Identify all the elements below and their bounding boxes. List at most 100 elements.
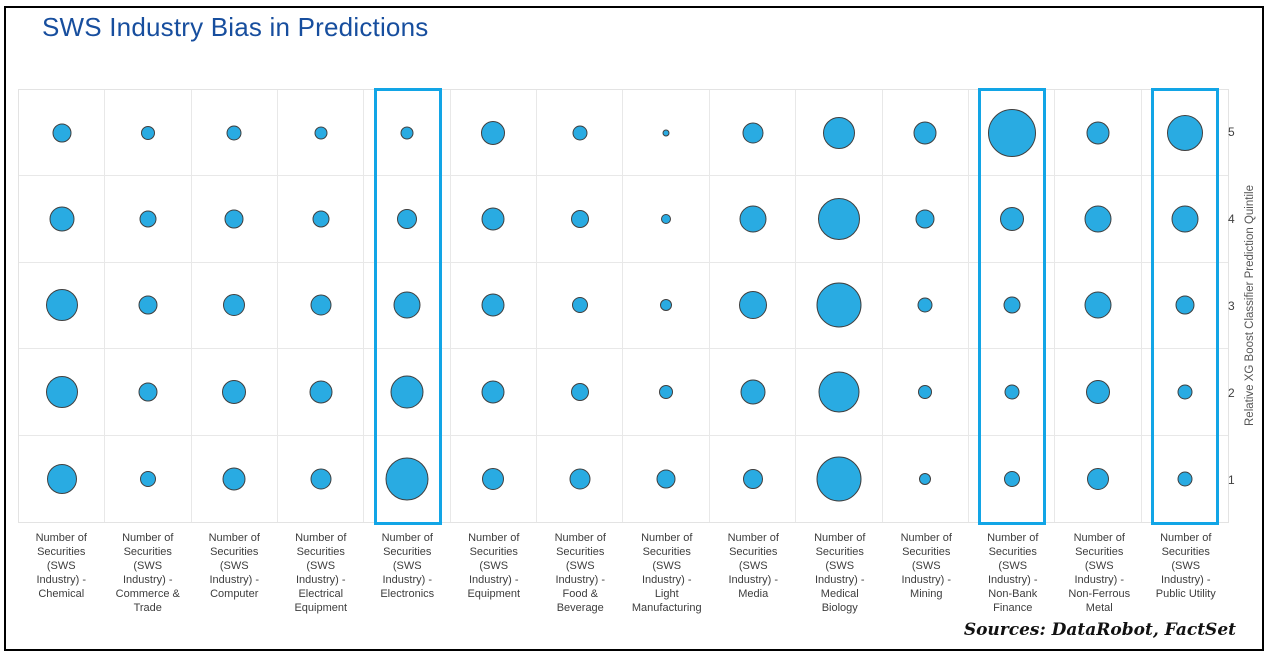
bubble (656, 469, 676, 489)
bubble-cell (796, 90, 883, 177)
bubble-cell (882, 349, 969, 436)
bubble (314, 126, 328, 140)
bubble (45, 375, 78, 408)
bubble-cell (623, 90, 710, 177)
bubble (917, 297, 933, 313)
bubble (385, 457, 429, 501)
y-tick-label: 5 (1228, 125, 1235, 140)
bubble (919, 472, 932, 485)
bubble (397, 209, 418, 230)
bubble-cell (709, 262, 797, 350)
sources-note: Sources: DataRobot, FactSet (963, 620, 1236, 640)
bubble (738, 291, 767, 320)
bubble-cell (537, 90, 624, 177)
bubble (822, 116, 855, 149)
bubble (1177, 384, 1193, 400)
x-axis-label: Number of Securities (SWS Industry) - No… (1068, 532, 1131, 614)
bubble-cell (105, 262, 192, 350)
x-axis-labels: Number of Securities (SWS Industry) - Ch… (18, 531, 1229, 615)
bubble (987, 108, 1036, 157)
bubble (918, 384, 933, 399)
bubble (224, 209, 244, 229)
bubble-cell (969, 435, 1056, 522)
bubble-cell (968, 349, 1056, 436)
bubble-cell (537, 349, 624, 436)
bubble (915, 209, 935, 229)
bubble (571, 297, 588, 314)
bubble-cell (450, 176, 538, 263)
bubble-cell (278, 176, 365, 263)
bubble-cell (364, 349, 451, 436)
bubble (138, 295, 158, 315)
bubble-cell (1055, 90, 1142, 177)
bubble-cell (191, 176, 279, 263)
bubble (309, 380, 333, 404)
bubble (481, 293, 505, 317)
bubble (1084, 291, 1112, 319)
bubble (226, 125, 242, 141)
bubble (1004, 384, 1020, 400)
bubble (1084, 205, 1112, 233)
bubble-cell (450, 262, 538, 350)
bubble (1085, 379, 1110, 404)
x-axis-label: Number of Securities (SWS Industry) - No… (987, 532, 1039, 614)
bubble-cell (105, 349, 192, 436)
bubble (310, 468, 332, 490)
bubble-cell (451, 435, 538, 522)
bubble-cell (1055, 435, 1142, 522)
bubble (140, 470, 157, 487)
bubble-cell (882, 90, 969, 177)
bubble (222, 467, 246, 491)
bubble-cell (105, 176, 192, 263)
bubble-cell (709, 349, 797, 436)
bubble (138, 382, 158, 402)
bubble (1003, 470, 1020, 487)
bubble (390, 375, 424, 409)
bubble (222, 379, 247, 404)
bubble (816, 456, 862, 502)
bubble-cell (278, 90, 365, 177)
bubble (818, 371, 860, 413)
x-axis-label: Number of Securities (SWS Industry) - Eq… (467, 532, 521, 600)
bubble (740, 379, 766, 405)
bubble (223, 294, 246, 317)
bubble (661, 214, 672, 225)
bubble-cell (19, 435, 106, 522)
bubble (742, 468, 763, 489)
x-axis-label: Number of Securities (SWS Industry) - El… (294, 532, 348, 614)
bubble-cell (105, 90, 192, 177)
bubble-cell (1055, 176, 1142, 263)
bubble-cell (19, 176, 106, 263)
plot-area (18, 88, 1229, 525)
bubble (569, 468, 591, 490)
bubble (662, 129, 670, 137)
bubble (570, 210, 589, 229)
x-axis-label: Number of Securities (SWS Industry) - Mi… (900, 532, 952, 600)
bubble-cell (796, 262, 883, 350)
x-axis-label: Number of Securities (SWS Industry) - Li… (631, 532, 702, 614)
bubble (1003, 296, 1021, 314)
bubble-cell (710, 435, 797, 522)
bubble (1166, 114, 1203, 151)
bubble-cell (968, 262, 1056, 350)
bubble-cell (796, 435, 883, 522)
bubble (52, 123, 72, 143)
bubble-cell (278, 435, 365, 522)
bubble (46, 463, 77, 494)
bubble (999, 207, 1024, 232)
bubble (393, 291, 421, 319)
y-tick-label: 3 (1228, 298, 1235, 313)
bubble-cell (364, 176, 451, 263)
bubble-cell (191, 262, 279, 350)
bubble-cell (709, 90, 797, 177)
bubble-cell (1055, 262, 1142, 350)
bubble (482, 467, 505, 490)
bubble (400, 126, 414, 140)
x-axis-label: Number of Securities (SWS Industry) - Me… (727, 532, 779, 600)
bubble (139, 210, 157, 228)
y-tick-label: 2 (1228, 385, 1235, 400)
bubble-cell (19, 262, 106, 350)
bubble-cell (623, 176, 710, 263)
x-axis-label: Number of Securities (SWS Industry) - El… (380, 532, 435, 600)
bubble-cell (1142, 436, 1228, 522)
